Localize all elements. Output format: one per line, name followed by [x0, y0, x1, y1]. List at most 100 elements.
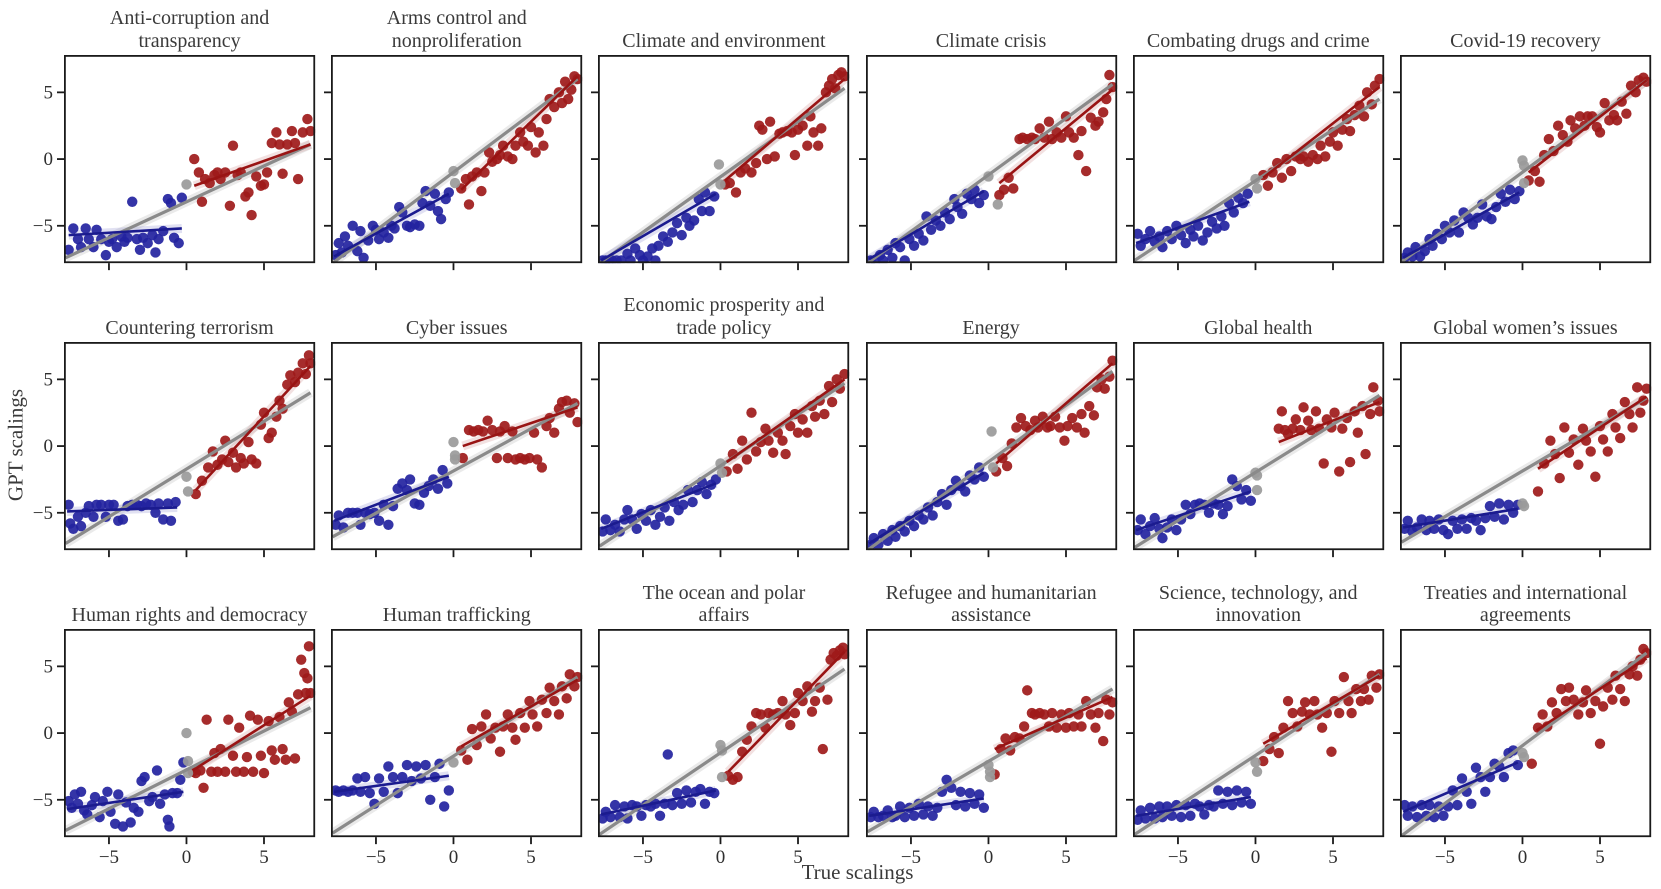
gray-data-point	[1518, 501, 1530, 512]
subplot-title: Arms control and nonproliferation	[386, 7, 527, 52]
gray-data-point	[181, 728, 192, 739]
red-data-point	[797, 414, 809, 425]
x-tick-label: 5	[794, 847, 804, 868]
regression-line-blue	[333, 475, 450, 523]
reference-line-gray	[64, 142, 312, 260]
red-data-point	[487, 424, 498, 436]
blue-data-point	[899, 812, 910, 823]
x-axis-label: True scalings	[801, 860, 914, 884]
red-data-point	[785, 720, 796, 731]
blue-data-point	[1486, 213, 1497, 225]
blue-data-point	[622, 505, 633, 516]
red-data-point	[1358, 111, 1369, 122]
red-data-point	[227, 750, 239, 762]
red-data-point	[1364, 408, 1376, 420]
blue-data-point	[1411, 812, 1423, 823]
gray-data-point	[987, 462, 998, 473]
red-data-point	[499, 420, 511, 432]
regression-line-red	[191, 694, 312, 772]
x-tick-label: 0	[716, 847, 726, 868]
subplot-anti-corruption-and-transparency: Anti-corruption and transparency −5 0 5	[33, 0, 316, 271]
red-data-point	[1072, 149, 1084, 161]
red-data-point	[822, 694, 833, 706]
scatter-plot	[1125, 342, 1384, 558]
blue-data-point	[442, 478, 453, 489]
red-data-point	[1355, 696, 1366, 707]
red-data-point	[1336, 423, 1348, 435]
blue-data-point	[387, 772, 399, 783]
red-data-point	[1620, 108, 1632, 119]
red-data-point	[777, 696, 789, 707]
blue-data-point	[358, 252, 369, 264]
blue-data-point	[75, 521, 87, 532]
blue-data-point	[436, 213, 447, 225]
tick-marks	[1392, 91, 1601, 271]
red-data-point	[1352, 427, 1363, 439]
subplot-cyber-issues: Cyber issues	[324, 287, 583, 558]
blue-data-point	[1231, 785, 1242, 796]
red-data-point	[1619, 696, 1630, 707]
red-data-point	[1015, 412, 1026, 424]
red-data-point	[196, 196, 208, 207]
blue-data-point	[439, 801, 450, 812]
red-data-point	[522, 140, 534, 151]
red-data-point	[746, 407, 758, 419]
red-data-point	[1610, 422, 1621, 433]
red-data-point	[1555, 684, 1567, 695]
blue-data-point	[964, 788, 975, 799]
subplot-countering-terrorism: Countering terrorism −5 0 5	[33, 287, 316, 558]
plot-area	[858, 342, 1117, 558]
reference-line-gray	[1400, 79, 1648, 264]
red-data-point	[1333, 466, 1345, 477]
blue-data-point	[667, 800, 678, 811]
red-data-point	[1054, 422, 1065, 433]
plot-area: −5 0 5	[1392, 629, 1651, 868]
subplot-refugee-and-humanitarian-assistance: Refugee and humanitarian assistance −5 0 5	[858, 574, 1117, 868]
red-data-point	[1594, 127, 1606, 138]
regression-line-red	[726, 378, 846, 464]
x-tick-label: 0	[182, 847, 191, 868]
blue-data-point	[89, 792, 101, 803]
red-data-point	[780, 449, 792, 460]
red-data-point	[463, 199, 475, 210]
subplot-title: Climate crisis	[935, 29, 1047, 52]
blue-data-point	[625, 255, 637, 264]
red-data-point	[303, 641, 315, 652]
red-data-point	[1316, 722, 1328, 734]
red-data-point	[286, 125, 298, 137]
regression-line-red	[1277, 400, 1380, 444]
blue-data-point	[1484, 501, 1495, 512]
red-data-point	[777, 435, 789, 447]
blue-data-point	[170, 497, 181, 508]
red-data-point	[1050, 722, 1062, 734]
blue-data-point	[443, 785, 455, 796]
red-data-point	[1092, 116, 1104, 127]
subplot-title: Cyber issues	[405, 316, 508, 339]
red-data-point	[1353, 100, 1365, 111]
blue-data-point	[176, 192, 188, 203]
blue-data-point	[672, 788, 683, 799]
red-data-point	[998, 184, 1009, 195]
blue-data-point	[1228, 207, 1239, 218]
blue-data-point	[1504, 184, 1516, 195]
red-data-point	[532, 454, 543, 465]
red-data-point	[1097, 736, 1108, 747]
red-data-point	[1634, 407, 1646, 419]
blue-data-point	[374, 515, 385, 527]
red-data-point	[1092, 708, 1104, 719]
red-data-point	[1373, 406, 1384, 417]
blue-data-point	[954, 786, 966, 798]
blue-data-point	[1235, 494, 1247, 505]
blue-data-point	[139, 772, 150, 783]
blue-data-point	[352, 773, 363, 784]
red-data-point	[1563, 682, 1575, 694]
plot-frame	[63, 342, 316, 551]
blue-data-point	[1139, 529, 1151, 540]
red-data-point	[223, 714, 234, 726]
red-data-point	[1083, 400, 1094, 412]
regression-line-blue	[67, 506, 178, 513]
gray-data-point	[717, 467, 728, 479]
red-data-point	[269, 754, 281, 766]
red-data-point	[305, 688, 316, 699]
tick-marks	[56, 665, 265, 845]
